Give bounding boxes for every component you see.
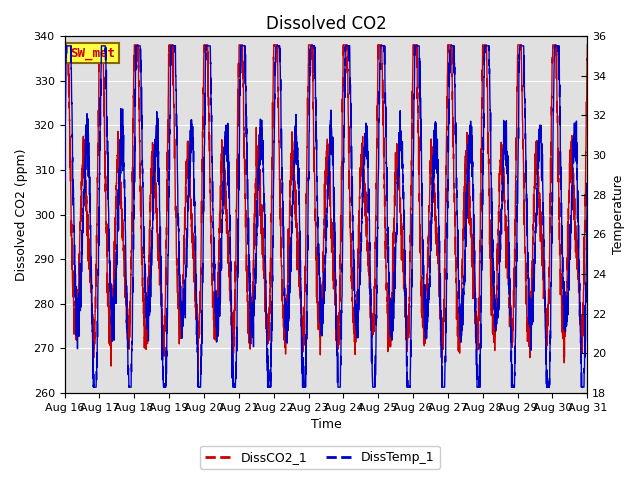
Title: Dissolved CO2: Dissolved CO2	[266, 15, 387, 33]
Y-axis label: Temperature: Temperature	[612, 175, 625, 254]
Y-axis label: Dissolved CO2 (ppm): Dissolved CO2 (ppm)	[15, 148, 28, 281]
X-axis label: Time: Time	[310, 419, 341, 432]
Text: SW_met: SW_met	[70, 47, 115, 60]
Legend: DissCO2_1, DissTemp_1: DissCO2_1, DissTemp_1	[200, 446, 440, 469]
